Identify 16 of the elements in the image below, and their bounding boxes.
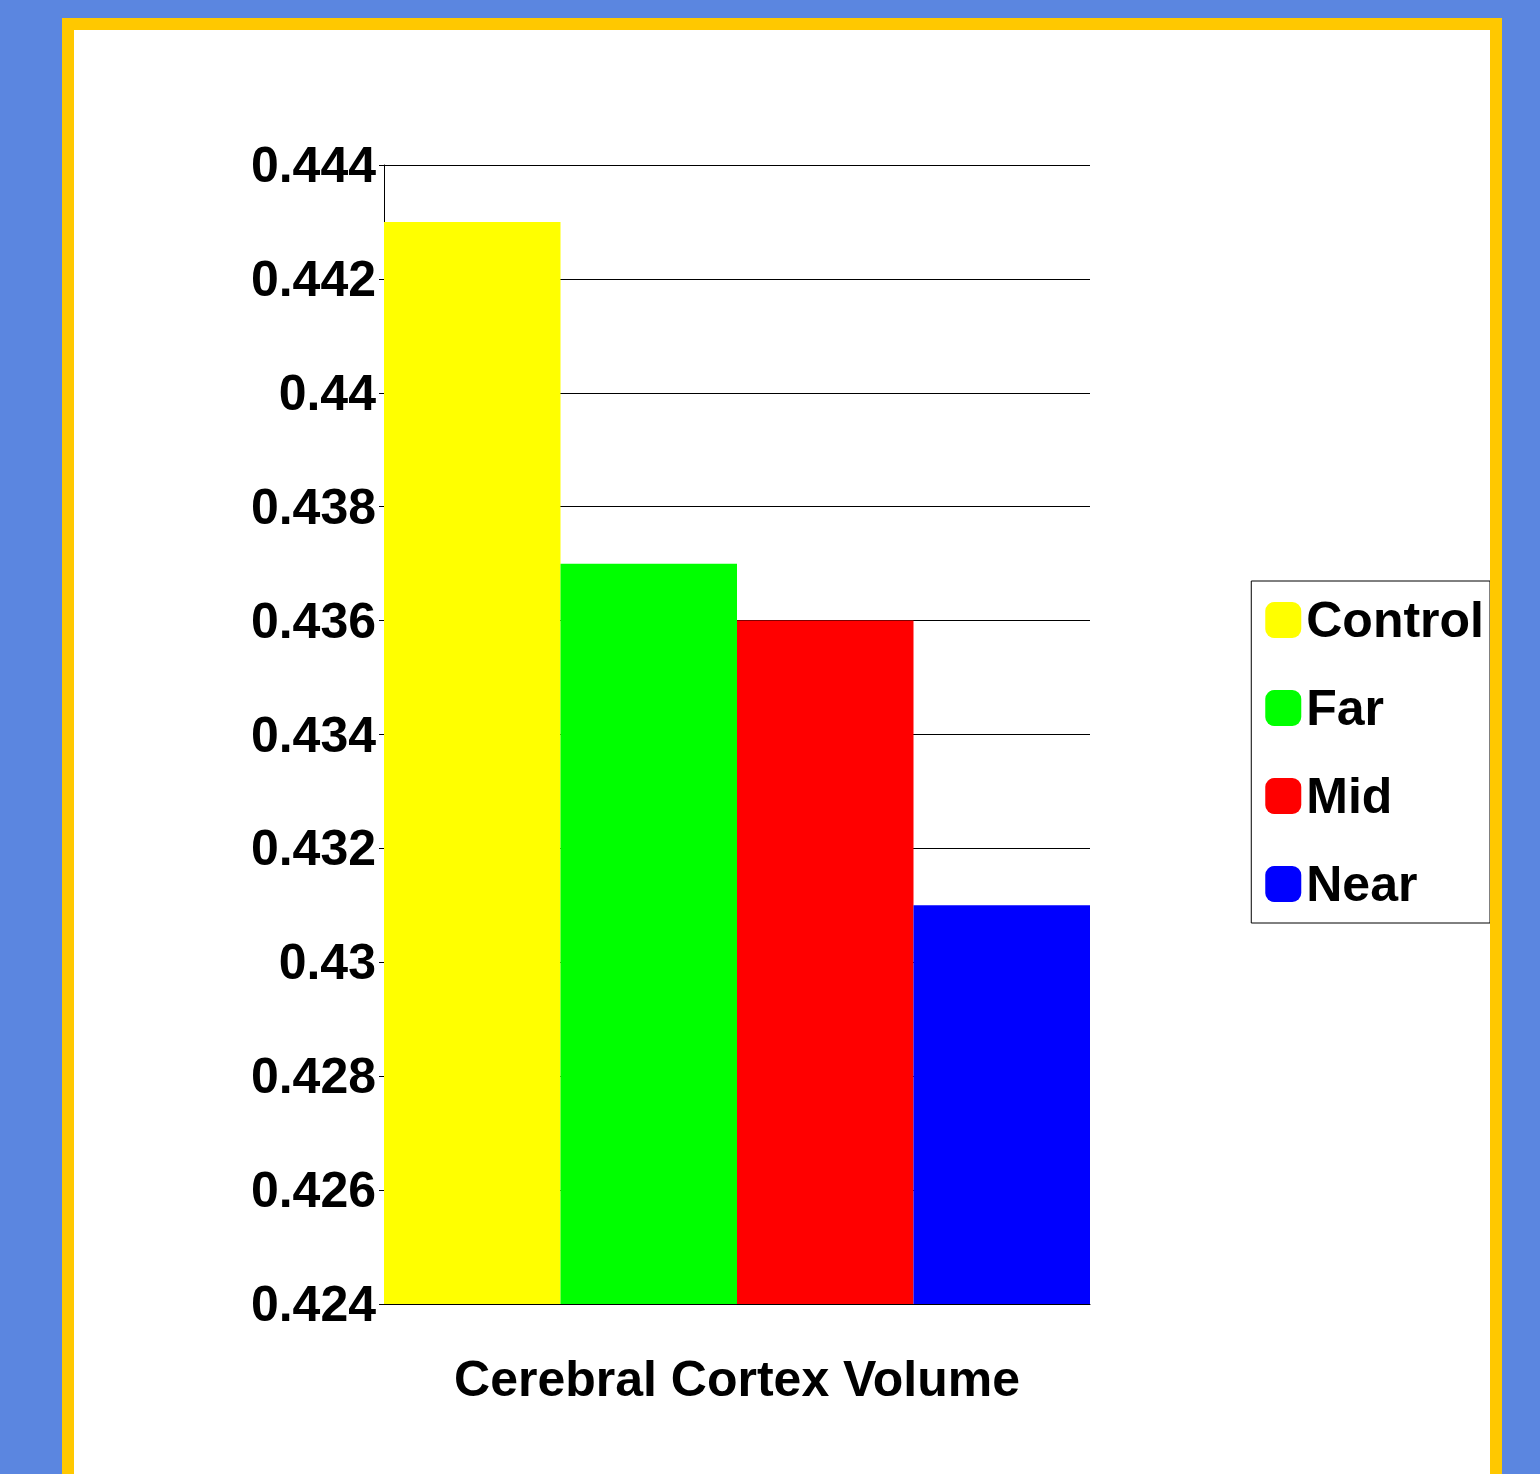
legend-label: Near xyxy=(1306,856,1418,912)
x-axis-title: Cerebral Cortex Volume xyxy=(454,1351,1020,1407)
y-tick-label: 0.43 xyxy=(278,934,376,991)
y-tick-label: 0.424 xyxy=(250,1276,377,1332)
y-tick-label: 0.44 xyxy=(278,364,377,421)
y-tick-label: 0.436 xyxy=(250,592,376,649)
y-tick-label: 0.442 xyxy=(250,250,376,307)
y-tick-label: 0.438 xyxy=(250,478,376,535)
y-tick-label: 0.426 xyxy=(250,1162,376,1219)
legend-label: Far xyxy=(1306,680,1385,736)
y-tick-label: 0.444 xyxy=(250,137,377,193)
y-tick-label: 0.434 xyxy=(250,706,377,763)
legend-label: Control xyxy=(1306,592,1484,648)
y-tick-label: 0.428 xyxy=(250,1048,376,1105)
legend-label: Mid xyxy=(1306,768,1393,824)
y-tick-label: 0.432 xyxy=(250,820,376,877)
